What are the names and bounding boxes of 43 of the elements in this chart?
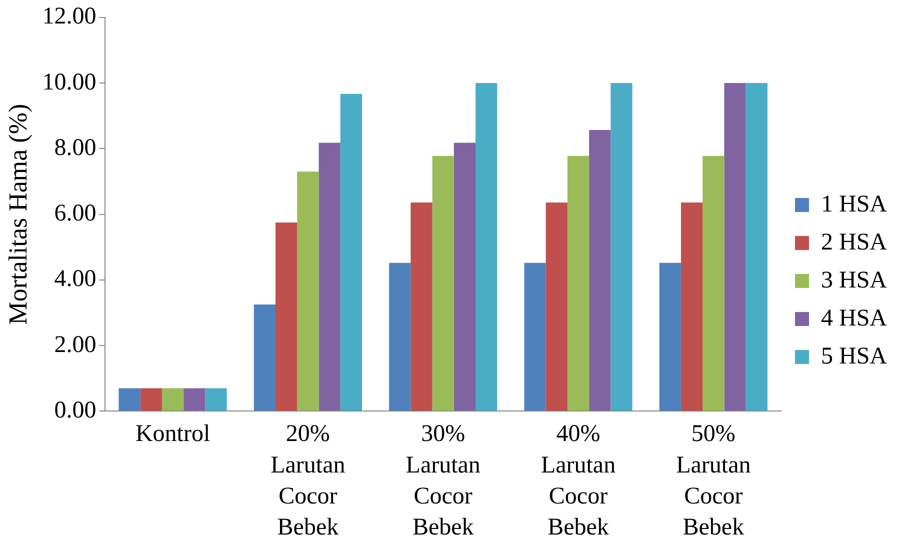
bar (432, 156, 454, 411)
y-tick-label: 12.00 (42, 4, 96, 30)
bar (724, 83, 746, 411)
bar (567, 156, 590, 411)
bar (276, 222, 298, 411)
bar (659, 262, 681, 411)
bar (389, 262, 411, 411)
y-tick-label: 8.00 (54, 134, 96, 161)
y-tick-label: 4.00 (54, 266, 96, 292)
x-tick-label: Kontrol (135, 421, 210, 448)
bar (610, 83, 632, 411)
x-tick-label: 30% Larutan Cocor Bebek (406, 421, 480, 541)
y-tick-label: 6.00 (54, 200, 96, 227)
bar (340, 94, 362, 411)
y-axis-title: Mortalitas Hama (%) (3, 104, 32, 325)
legend-label: 4 HSA (820, 305, 888, 332)
bar (589, 130, 611, 411)
bar (702, 156, 724, 411)
legend-label: 5 HSA (820, 343, 888, 370)
bar (680, 202, 703, 411)
bar (524, 262, 546, 411)
bar (184, 388, 206, 411)
y-tick-label: 2.00 (54, 332, 96, 358)
x-tick-label: 40% Larutan Cocor Bebek (540, 421, 616, 541)
y-tick-label: 0.00 (54, 397, 96, 424)
bar (254, 304, 276, 411)
bar (410, 202, 432, 411)
bar (318, 142, 340, 411)
bar (162, 388, 184, 411)
legend-label: 1 HSA (820, 191, 888, 218)
bar (205, 388, 227, 411)
x-tick-label: 20% Larutan Cocor Bebek (270, 421, 346, 541)
legend-label: 2 HSA (820, 229, 888, 256)
x-tick-label: 50% Larutan Cocor Bebek (676, 421, 751, 541)
bar (476, 83, 498, 411)
bar (118, 388, 140, 411)
bar (546, 202, 568, 411)
legend-label: 3 HSA (820, 267, 888, 294)
bar (454, 142, 476, 411)
y-tick-label: 10.00 (42, 69, 96, 96)
bar (140, 388, 162, 411)
bar (297, 172, 319, 411)
bar (746, 83, 768, 411)
